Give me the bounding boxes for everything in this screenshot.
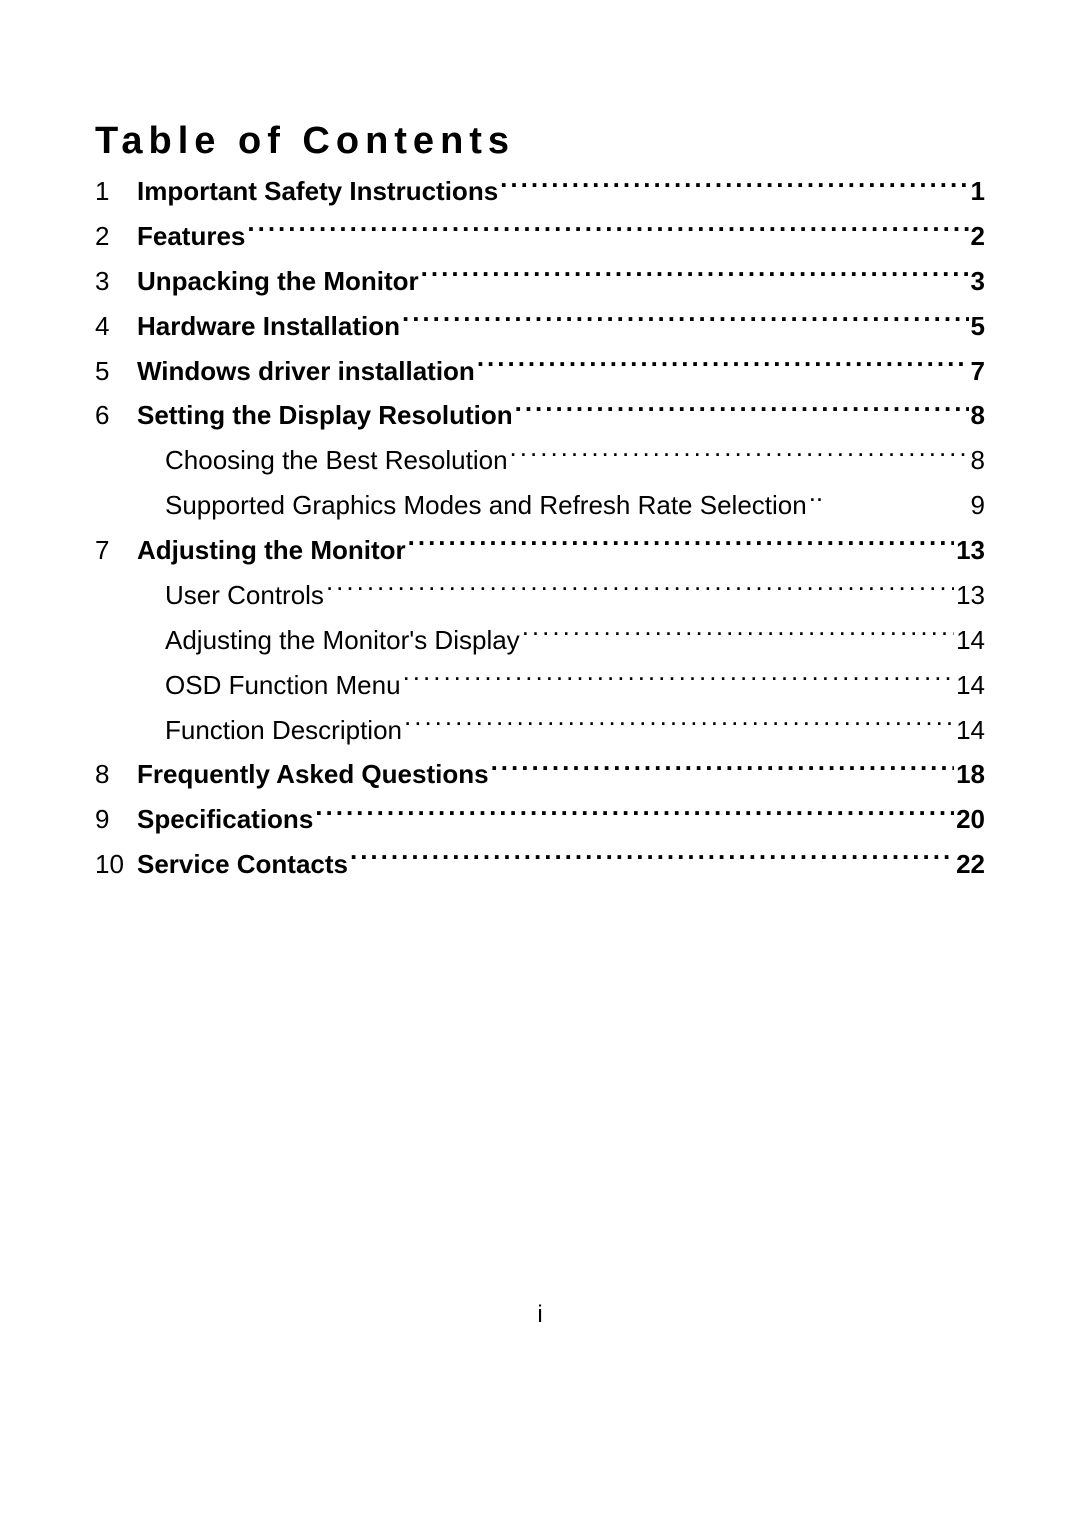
toc-entry-6: Choosing the Best Resolution 8: [95, 438, 985, 483]
toc-entry-label: Hardware Installation: [137, 305, 400, 349]
toc-dots: [477, 348, 969, 379]
toc-entry-page: 14: [956, 619, 985, 663]
toc-entry-page: 1: [971, 170, 985, 214]
toc-entry-label: Important Safety Instructions: [137, 170, 498, 214]
toc-entry-10: Adjusting the Monitor's Display 14: [95, 618, 985, 663]
toc-title: Table of Contents: [95, 120, 985, 163]
toc-entry-label: Choosing the Best Resolution: [165, 439, 508, 483]
toc-entry-8: 7Adjusting the Monitor 13: [95, 528, 985, 573]
toc-entry-page: 14: [956, 664, 985, 708]
toc-entry-1: 2Features2: [95, 214, 985, 259]
toc-entry-page: 20: [956, 798, 985, 842]
toc-entry-label: Adjusting the Monitor's Display: [165, 619, 520, 663]
toc-dots: [522, 618, 954, 649]
toc-entry-num: 8: [95, 753, 137, 797]
toc-entry-label: Function Description: [165, 709, 402, 753]
toc-entry-num: 7: [95, 529, 137, 573]
toc-entry-num: 10: [95, 843, 137, 887]
toc-entry-15: 10Service Contacts 22: [95, 842, 985, 887]
toc-entry-9: User Controls 13: [95, 573, 985, 618]
toc-entry-4: 5Windows driver installation 7: [95, 348, 985, 393]
toc-entry-page: 3: [971, 260, 985, 304]
toc-entry-0: 1Important Safety Instructions1: [95, 169, 985, 214]
toc-dots: [809, 483, 969, 514]
toc-dots: [491, 752, 955, 783]
toc-entry-label: Specifications: [137, 798, 313, 842]
toc-entry-label: Features: [137, 215, 245, 259]
toc-dots: [408, 528, 954, 559]
toc-entry-num: 2: [95, 215, 137, 259]
toc-entry-label: Service Contacts: [137, 843, 348, 887]
toc-entry-label: Supported Graphics Modes and Refresh Rat…: [165, 484, 807, 528]
toc-dots: [350, 842, 954, 873]
toc-dots: [404, 707, 954, 738]
toc-dots: [403, 662, 955, 693]
toc-entry-page: 8: [971, 439, 985, 483]
toc-entry-7: Supported Graphics Modes and Refresh Rat…: [95, 483, 985, 528]
toc-entry-label: User Controls: [165, 574, 324, 618]
toc-entry-page: 22: [956, 843, 985, 887]
toc-entries: 1Important Safety Instructions12Features…: [95, 169, 985, 887]
toc-entry-label: Windows driver installation: [137, 350, 475, 394]
toc-entry-page: 9: [971, 484, 985, 528]
toc-entry-page: 8: [971, 394, 985, 438]
toc-entry-5: 6Setting the Display Resolution 8: [95, 393, 985, 438]
toc-entry-num: 4: [95, 305, 137, 349]
toc-entry-page: 2: [971, 215, 985, 259]
toc-entry-14: 9Specifications 20: [95, 797, 985, 842]
toc-entry-num: 3: [95, 260, 137, 304]
toc-entry-label: Setting the Display Resolution: [137, 394, 513, 438]
toc-dots: [500, 169, 968, 200]
toc-dots: [402, 304, 969, 335]
toc-entry-3: 4Hardware Installation 5: [95, 304, 985, 349]
toc-entry-num: 9: [95, 798, 137, 842]
toc-entry-label: OSD Function Menu: [165, 664, 401, 708]
page-footer: i: [0, 1301, 1080, 1329]
toc-entry-label: Unpacking the Monitor: [137, 260, 419, 304]
toc-entry-page: 5: [971, 305, 985, 349]
toc-entry-page: 14: [956, 709, 985, 753]
toc-entry-label: Adjusting the Monitor: [137, 529, 406, 573]
toc-entry-label: Frequently Asked Questions: [137, 753, 489, 797]
toc-entry-2: 3Unpacking the Monitor3: [95, 259, 985, 304]
toc-entry-num: 1: [95, 170, 137, 214]
toc-dots: [315, 797, 954, 828]
toc-entry-page: 18: [956, 753, 985, 797]
toc-dots: [421, 259, 969, 290]
toc-dots: [247, 214, 968, 245]
toc-entry-page: 7: [971, 350, 985, 394]
toc-entry-num: 6: [95, 394, 137, 438]
toc-entry-13: 8Frequently Asked Questions 18: [95, 752, 985, 797]
toc-entry-12: Function Description 14: [95, 707, 985, 752]
toc-dots: [510, 438, 969, 469]
toc-entry-page: 13: [956, 574, 985, 618]
toc-entry-page: 13: [956, 529, 985, 573]
toc-dots: [515, 393, 969, 424]
toc-dots: [326, 573, 954, 604]
toc-entry-num: 5: [95, 350, 137, 394]
toc-entry-11: OSD Function Menu 14: [95, 662, 985, 707]
